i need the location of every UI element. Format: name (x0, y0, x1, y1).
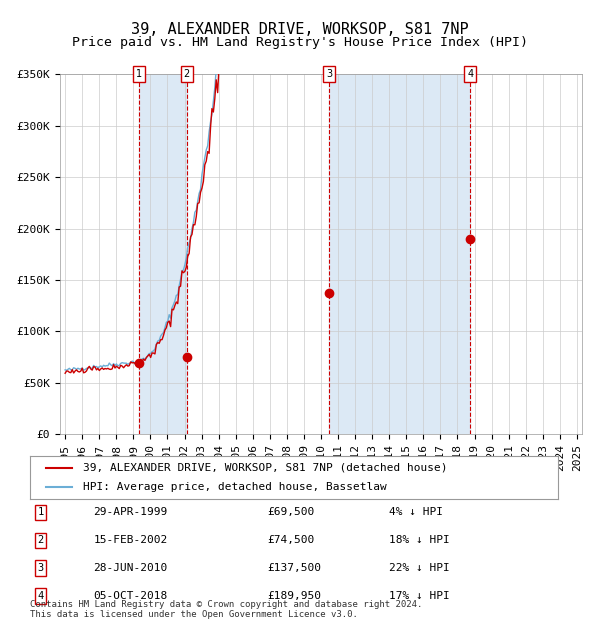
Text: 22% ↓ HPI: 22% ↓ HPI (389, 563, 450, 573)
Text: HPI: Average price, detached house, Bassetlaw: HPI: Average price, detached house, Bass… (83, 482, 386, 492)
Text: 17% ↓ HPI: 17% ↓ HPI (389, 591, 450, 601)
Text: 3: 3 (326, 69, 332, 79)
Text: 28-JUN-2010: 28-JUN-2010 (94, 563, 167, 573)
Text: £74,500: £74,500 (268, 535, 315, 545)
Text: 15-FEB-2002: 15-FEB-2002 (94, 535, 167, 545)
Bar (139, 74, 187, 434)
Text: 4: 4 (467, 69, 473, 79)
Text: £69,500: £69,500 (268, 507, 315, 517)
Text: 4: 4 (37, 591, 44, 601)
Text: 39, ALEXANDER DRIVE, WORKSOP, S81 7NP (detached house): 39, ALEXANDER DRIVE, WORKSOP, S81 7NP (d… (83, 463, 448, 473)
Text: 2: 2 (37, 535, 44, 545)
Text: 18% ↓ HPI: 18% ↓ HPI (389, 535, 450, 545)
Text: 1: 1 (136, 69, 142, 79)
Bar (329, 74, 470, 434)
Text: 29-APR-1999: 29-APR-1999 (94, 507, 167, 517)
Text: £137,500: £137,500 (268, 563, 322, 573)
Text: £189,950: £189,950 (268, 591, 322, 601)
Text: Price paid vs. HM Land Registry's House Price Index (HPI): Price paid vs. HM Land Registry's House … (72, 36, 528, 49)
Text: 1: 1 (37, 507, 44, 517)
Text: 05-OCT-2018: 05-OCT-2018 (94, 591, 167, 601)
Text: 2: 2 (184, 69, 190, 79)
Text: Contains HM Land Registry data © Crown copyright and database right 2024.
This d: Contains HM Land Registry data © Crown c… (30, 600, 422, 619)
Text: 3: 3 (37, 563, 44, 573)
Text: 4% ↓ HPI: 4% ↓ HPI (389, 507, 443, 517)
Text: 39, ALEXANDER DRIVE, WORKSOP, S81 7NP: 39, ALEXANDER DRIVE, WORKSOP, S81 7NP (131, 22, 469, 37)
